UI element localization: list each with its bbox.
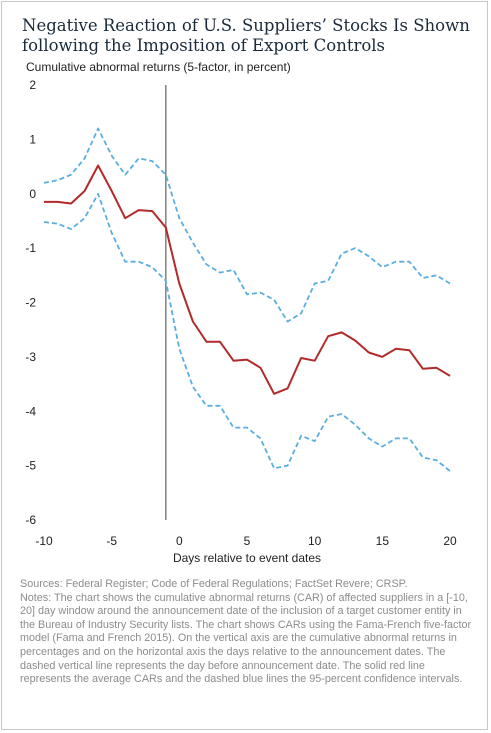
chart-title: Negative Reaction of U.S. Suppliers’ Sto… [22, 16, 470, 55]
x-tick-label: 10 [308, 534, 322, 548]
series-line-lower [43, 192, 451, 472]
y-tick-label: -3 [25, 350, 36, 364]
sources-text: Sources: Federal Register; Code of Feder… [20, 578, 408, 590]
plot-area [43, 85, 451, 520]
x-tick-label: -10 [35, 534, 53, 548]
y-tick-label: -4 [25, 404, 36, 418]
y-tick-label: 2 [29, 78, 36, 92]
series-line-upper [43, 127, 451, 323]
y-axis-label: Cumulative abnormal returns (5-factor, i… [26, 60, 291, 74]
chart-notes: Sources: Federal Register; Code of Feder… [20, 578, 472, 687]
y-tick-label: -6 [25, 513, 36, 527]
x-axis-label: Days relative to event dates [173, 551, 321, 565]
series-line-mean [44, 164, 451, 395]
y-tick-label: -2 [25, 296, 36, 310]
y-tick-label: -1 [25, 241, 36, 255]
x-tick-label: -5 [106, 534, 117, 548]
notes-text: Notes: The chart shows the cumulative ab… [20, 591, 472, 686]
x-tick-label: 15 [376, 534, 390, 548]
x-tick-label: 20 [443, 534, 457, 548]
y-tick-labels: 2 1 0 -1 -2 -3 -4 -5 -6 [25, 78, 36, 527]
x-tick-label: 5 [244, 534, 251, 548]
y-tick-label: 1 [29, 132, 36, 146]
x-tick-labels: -10 -5 0 5 10 15 20 [35, 534, 457, 548]
y-tick-label: -5 [25, 459, 36, 473]
y-tick-label: 0 [29, 187, 36, 201]
x-tick-label: 0 [176, 534, 183, 548]
